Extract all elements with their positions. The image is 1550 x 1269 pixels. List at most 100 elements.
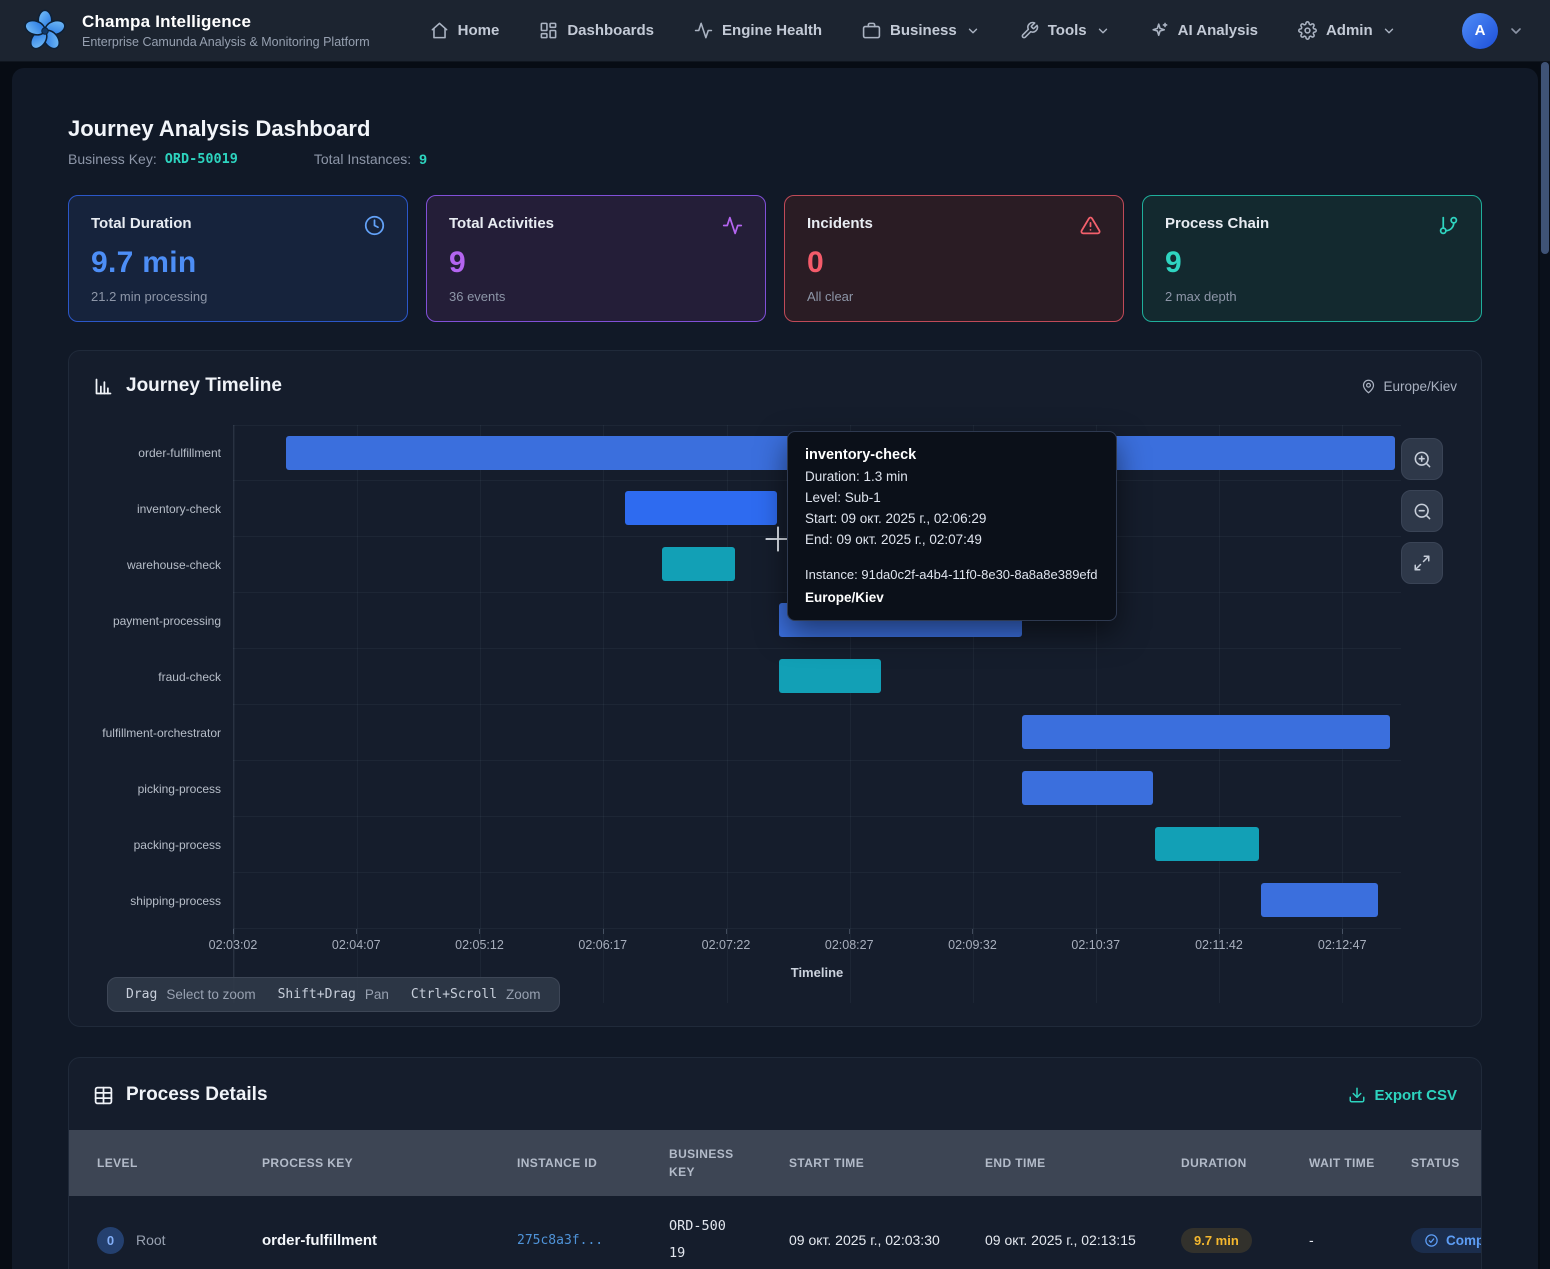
col-level: Level xyxy=(97,1156,138,1170)
level-badge: 0 xyxy=(97,1226,124,1254)
stat-title: Total Duration xyxy=(91,215,192,232)
check-circle-icon xyxy=(1425,1233,1438,1247)
nav-item-admin[interactable]: Admin xyxy=(1298,21,1396,40)
nav-label: Home xyxy=(457,22,500,39)
stat-sub: All clear xyxy=(807,289,854,304)
nav-label: Business xyxy=(890,22,957,39)
gantt-row-track xyxy=(233,649,1401,705)
gantt-bar-fraud-check[interactable] xyxy=(779,659,882,693)
gantt-bar-picking-process[interactable] xyxy=(1021,771,1153,805)
expand-icon xyxy=(1414,555,1430,571)
gantt-row: picking-process xyxy=(93,761,1457,817)
gantt-row: payment-processing xyxy=(93,593,1457,649)
chevron-down-icon xyxy=(968,28,977,33)
stat-value: 9 xyxy=(449,246,466,279)
axis-tick-label: 02:10:37 xyxy=(1071,938,1121,952)
hint-key: Drag xyxy=(126,987,158,1002)
crosshair-cursor-icon xyxy=(765,526,791,552)
brand-name: Champa Intelligence xyxy=(82,12,252,31)
gantt-row: fraud-check xyxy=(93,649,1457,705)
axis-tick-label: 02:03:02 xyxy=(208,938,258,952)
expand-button[interactable] xyxy=(1401,542,1443,584)
gantt-bar-warehouse-check[interactable] xyxy=(661,547,736,581)
tooltip-duration: Duration: 1.3 min xyxy=(805,469,908,484)
brand-subtitle: Enterprise Camunda Analysis & Monitoring… xyxy=(82,35,370,49)
gantt-bar-fulfillment-orchestrator[interactable] xyxy=(1021,715,1390,749)
gantt-row-label: inventory-check xyxy=(136,502,221,516)
timeline-title: Journey Timeline xyxy=(126,375,282,396)
activity-icon xyxy=(694,22,713,39)
stat-sub: 2 max depth xyxy=(1165,289,1237,304)
nav-item-home[interactable]: Home xyxy=(430,21,500,40)
zoom-in-button[interactable] xyxy=(1401,438,1443,480)
stat-cards: Total Duration 9.7 min 21.2 min processi… xyxy=(68,195,1482,322)
zoom-out-icon xyxy=(1414,503,1430,519)
avatar[interactable]: A xyxy=(1462,12,1498,49)
axis-tick-label: 02:07:22 xyxy=(701,938,751,952)
col-process-key: Process Key xyxy=(262,1156,354,1170)
gantt-row: shipping-process xyxy=(93,873,1457,929)
nav-label: Dashboards xyxy=(567,22,655,39)
export-csv-button[interactable]: Export CSV xyxy=(1348,1086,1457,1104)
nav-item-dashboards[interactable]: Dashboards xyxy=(539,21,654,40)
page-scrollbar[interactable] xyxy=(1540,62,1550,1269)
tooltip-instance: Instance: 91da0c2f-a4b4-11f0-8e30-8a8a8e… xyxy=(805,567,1098,582)
instance-id-link[interactable]: 275c8a3f... xyxy=(517,1232,604,1248)
chevron-down-icon xyxy=(1098,28,1107,33)
nav-item-business[interactable]: Business xyxy=(862,21,980,40)
page-title: Journey Analysis Dashboard xyxy=(68,116,371,141)
dashboards-icon xyxy=(540,22,557,39)
journey-timeline-card: Journey Timeline Europe/Kiev order-fulfi… xyxy=(68,350,1482,1027)
end-time-cell: 09 окт. 2025 г., 02:13:15 xyxy=(985,1232,1136,1248)
details-title: Process Details xyxy=(126,1084,268,1105)
hint-key: Ctrl+Scroll xyxy=(410,987,498,1002)
axis-tick-label: 02:04:07 xyxy=(331,938,381,952)
champa-flower-logo-icon xyxy=(24,9,66,49)
gantt-row-label: picking-process xyxy=(137,782,221,796)
nav-label: Tools xyxy=(1047,22,1087,39)
brand: Champa Intelligence Enterprise Camunda A… xyxy=(22,8,370,54)
start-time-cell: 09 окт. 2025 г., 02:03:30 xyxy=(789,1232,940,1248)
stat-value: 0 xyxy=(807,246,824,279)
table-header: Level Process Key Instance ID Business K… xyxy=(69,1130,1481,1196)
main-nav: Home Dashboards Engine Health Business T… xyxy=(430,21,1462,40)
stat-value: 9.7 min xyxy=(91,246,197,279)
status-badge: Completed xyxy=(1411,1227,1481,1253)
axis-tick-label: 02:12:47 xyxy=(1317,938,1367,952)
axis-tick-label: 02:08:27 xyxy=(824,938,874,952)
table-row: 0 Root order-fulfillment 275c8a3f... ORD… xyxy=(69,1196,1481,1269)
stat-sub: 36 events xyxy=(449,289,506,304)
gantt-row-label: warehouse-check xyxy=(126,558,221,572)
timezone-label: Europe/Kiev xyxy=(1383,378,1457,394)
gantt-bar-inventory-check[interactable] xyxy=(625,491,778,525)
gantt-bar-packing-process[interactable] xyxy=(1154,827,1259,861)
stat-sub: 21.2 min processing xyxy=(91,289,208,304)
gantt-row-label: shipping-process xyxy=(130,894,221,908)
nav-item-ai-analysis[interactable]: AI Analysis xyxy=(1150,21,1258,40)
gantt-row-track xyxy=(233,481,1401,537)
chevron-down-icon[interactable] xyxy=(1508,23,1524,39)
col-wait-time: Wait Time xyxy=(1309,1156,1375,1170)
hint-action: Select to zoom xyxy=(166,987,256,1002)
download-icon xyxy=(1349,1087,1365,1103)
scrollbar-thumb[interactable] xyxy=(1541,62,1549,254)
axis-tick-label: 02:06:17 xyxy=(578,938,628,952)
zoom-out-button[interactable] xyxy=(1401,490,1443,532)
hint-key: Shift+Drag xyxy=(277,987,356,1002)
tooltip-activity-name: inventory-check xyxy=(805,447,917,463)
chevron-down-icon xyxy=(1384,28,1393,33)
gantt-tooltip: inventory-check Duration: 1.3 min Level:… xyxy=(787,431,1117,621)
alert-triangle-icon xyxy=(1080,216,1101,235)
stat-title: Process Chain xyxy=(1165,215,1270,232)
chart-hints: Drag Select to zoom Shift+Drag Pan Ctrl+… xyxy=(107,977,560,1012)
gantt-bar-shipping-process[interactable] xyxy=(1260,883,1379,917)
stat-card-total-activities: Total Activities 9 36 events xyxy=(426,195,766,322)
clock-icon xyxy=(364,215,385,236)
nav-item-engine-health[interactable]: Engine Health xyxy=(694,21,822,40)
nav-item-tools[interactable]: Tools xyxy=(1020,21,1110,40)
col-duration: Duration xyxy=(1181,1156,1247,1170)
col-start-time: Start Time xyxy=(789,1156,865,1170)
nav-label: AI Analysis xyxy=(1177,22,1258,39)
stat-card-total-duration: Total Duration 9.7 min 21.2 min processi… xyxy=(68,195,408,322)
top-navbar: Champa Intelligence Enterprise Camunda A… xyxy=(0,0,1550,62)
